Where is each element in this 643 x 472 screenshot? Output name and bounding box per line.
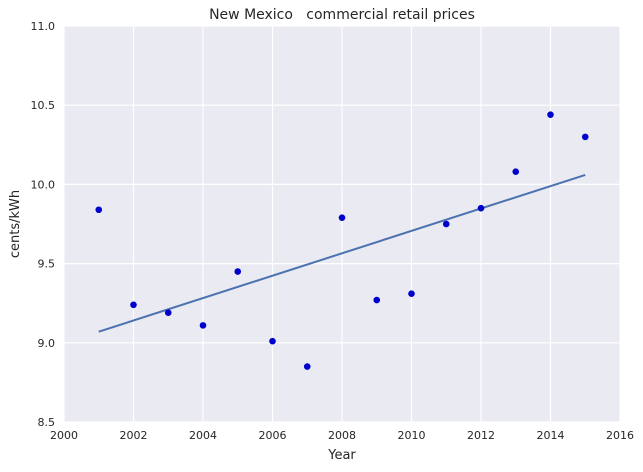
y-tick-label: 11.0 (31, 20, 56, 33)
x-tick-label: 2002 (120, 429, 148, 442)
y-tick-label: 10.5 (31, 99, 56, 112)
y-tick-labels: 8.5 9.0 9.5 10.0 10.5 11.0 (31, 20, 56, 429)
x-tick-label: 2008 (328, 429, 356, 442)
data-point (164, 309, 172, 317)
data-point (442, 220, 450, 228)
data-point (477, 204, 485, 212)
chart-title: New Mexico commercial retail prices (209, 7, 475, 23)
x-tick-label: 2006 (259, 429, 287, 442)
data-point (130, 301, 137, 309)
x-tick-label: 2014 (537, 429, 565, 442)
data-point (408, 290, 415, 297)
x-tick-label: 2012 (467, 429, 495, 442)
data-point (234, 268, 242, 275)
data-point (303, 363, 311, 370)
x-axis-label: Year (327, 448, 356, 463)
trend-line-group (98, 173, 586, 333)
data-point (547, 111, 554, 119)
x-tick-label: 2004 (189, 429, 217, 442)
data-point (338, 214, 346, 221)
data-point (269, 337, 276, 345)
trend-line (98, 173, 586, 333)
x-tick-labels: 2000 2002 2004 2006 2008 2010 2012 2014 2016 (50, 429, 634, 442)
data-point (199, 322, 207, 329)
data-point (512, 168, 520, 176)
data-points (95, 111, 589, 370)
y-tick-label: 8.5 (38, 416, 56, 429)
y-tick-label: 9.0 (38, 337, 56, 350)
y-axis-label: cents/kWh (8, 190, 23, 258)
x-tick-label: 2010 (398, 429, 426, 442)
data-point (581, 133, 589, 141)
data-point (373, 296, 381, 304)
x-tick-label: 2000 (50, 429, 78, 442)
grid-lines (63, 25, 621, 423)
data-point (95, 206, 103, 214)
y-tick-label: 9.5 (38, 258, 56, 271)
x-tick-label: 2016 (606, 429, 634, 442)
y-tick-label: 10.0 (31, 178, 56, 191)
